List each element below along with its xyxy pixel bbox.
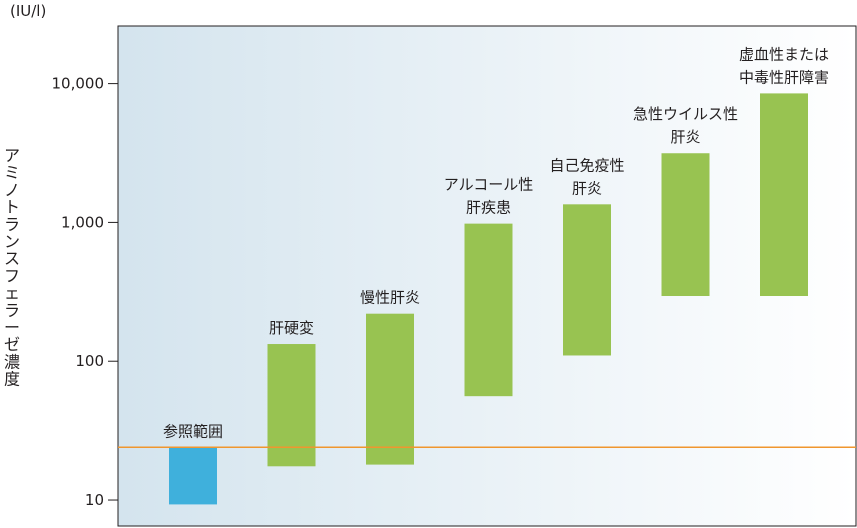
y-label-char: ア <box>4 146 20 165</box>
bar-label: 肝炎 <box>670 128 700 146</box>
range-bar <box>760 93 808 297</box>
y-label-char: ノ <box>4 180 20 199</box>
y-label-char: ス <box>4 249 20 268</box>
bar-label: 慢性肝炎 <box>360 289 420 307</box>
bar-label: 参照範囲 <box>163 422 223 440</box>
bar-label: 肝硬変 <box>269 319 314 337</box>
y-label-char: ラ <box>4 301 20 320</box>
y-tick-label: 100 <box>75 352 104 370</box>
range-bar <box>366 313 414 465</box>
bar-label: 中毒性肝障害 <box>739 68 829 86</box>
range-bar <box>169 447 217 505</box>
y-tick-label: 10,000 <box>52 75 105 93</box>
bar-label: 自己免疫性 <box>549 156 624 174</box>
bar-label: 肝炎 <box>572 179 602 197</box>
y-label-char: フ <box>4 266 20 285</box>
y-unit-label: (IU/l) <box>10 2 46 20</box>
y-label-char: ラ <box>4 215 20 234</box>
bar-label: アルコール性 <box>444 176 534 194</box>
bar-labels: 参照範囲肝硬変慢性肝炎アルコール性肝疾患自己免疫性肝炎急性ウイルス性肝炎虚血性ま… <box>163 45 829 440</box>
bar-label: 虚血性または <box>739 45 829 63</box>
range-bars <box>169 93 808 505</box>
y-tick-label: 10 <box>85 491 104 509</box>
range-bar <box>267 344 316 467</box>
range-bar <box>661 153 710 297</box>
bar-label: 肝疾患 <box>466 199 511 217</box>
y-label-char: ミ <box>4 163 20 182</box>
y-label-char: 度 <box>4 370 20 389</box>
bar-label: 急性ウイルス性 <box>633 105 738 123</box>
y-tick-label: 1,000 <box>61 213 104 231</box>
y-label-char: ゼ <box>4 335 20 354</box>
y-label-char: ー <box>4 318 20 337</box>
y-axis-ticks: 10 100 1,000 10,000 <box>52 75 118 509</box>
y-label-char: ェ <box>4 284 20 303</box>
range-bar <box>464 223 513 397</box>
range-bar <box>563 204 611 356</box>
y-label-char: 濃 <box>4 352 20 371</box>
y-label-char: ト <box>4 198 20 217</box>
y-label-char: ン <box>4 232 20 251</box>
